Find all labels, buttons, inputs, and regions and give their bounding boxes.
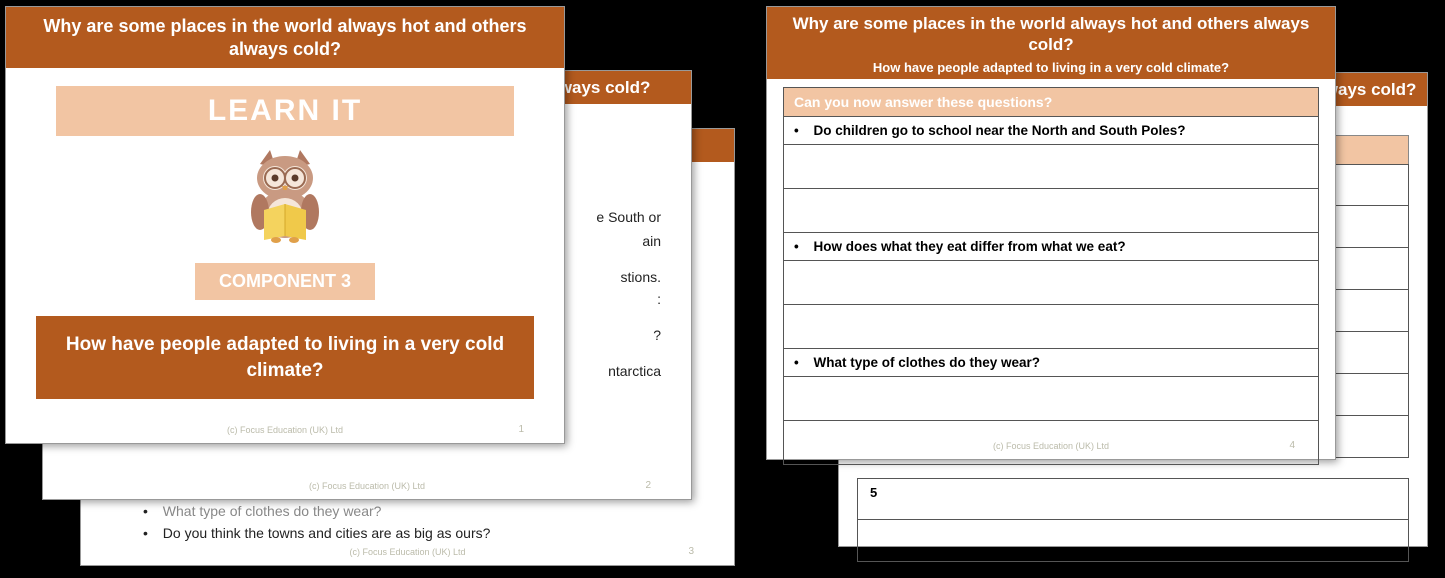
learn-it-label: LEARN IT xyxy=(56,86,514,136)
frag-ain: ain xyxy=(642,233,661,249)
owl-icon xyxy=(230,146,340,246)
slide-3-pagenum: 3 xyxy=(688,546,694,557)
answer-blank xyxy=(784,144,1319,188)
component-label: COMPONENT 3 xyxy=(195,263,375,300)
answer-blank xyxy=(784,260,1319,304)
answer-blank xyxy=(784,304,1319,348)
slide-4-pagenum: 4 xyxy=(1289,440,1295,451)
subtitle-text: How have people adapted to living in a v… xyxy=(873,60,1229,75)
slide-4-footer: (c) Focus Education (UK) Ltd xyxy=(767,441,1335,451)
row-number: 5 xyxy=(870,485,877,500)
table-header: Can you now answer these questions? xyxy=(784,87,1319,116)
bullet-text: Do you think the towns and cities are as… xyxy=(163,525,491,541)
question-text: Do children go to school near the North … xyxy=(814,123,1186,138)
slide-1-pagenum: 1 xyxy=(518,424,524,435)
title-text: Why are some places in the world always … xyxy=(43,16,526,59)
table-row xyxy=(857,520,1409,562)
slide-4-title: Why are some places in the world always … xyxy=(767,7,1335,79)
slide-2-footer: (c) Focus Education (UK) Ltd xyxy=(43,481,691,491)
slide-1: Why are some places in the world always … xyxy=(5,6,565,444)
slide-3-bullet-towns: • Do you think the towns and cities are … xyxy=(143,525,700,541)
slide-1-footer: (c) Focus Education (UK) Ltd xyxy=(6,425,564,435)
question-row-1: • Do children go to school near the Nort… xyxy=(784,116,1319,144)
frag-colon: : xyxy=(657,291,661,307)
frag-stions: stions. xyxy=(621,269,661,285)
table-row-num: 5 xyxy=(857,478,1409,520)
frag-south: e South or xyxy=(596,209,661,225)
frag-ntarctica: ntarctica xyxy=(608,363,661,379)
title-text: Why are some places in the world always … xyxy=(793,14,1310,54)
slide-3-footer: (c) Focus Education (UK) Ltd xyxy=(81,547,734,557)
answer-blank xyxy=(784,188,1319,232)
question-text: How does what they eat differ from what … xyxy=(814,239,1126,254)
frag-q: ? xyxy=(653,327,661,343)
slide-2-pagenum: 2 xyxy=(645,480,651,491)
component-question: How have people adapted to living in a v… xyxy=(36,316,534,399)
answer-blank xyxy=(784,376,1319,420)
owl-illustration xyxy=(6,146,564,251)
bullet-text: What type of clothes do they wear? xyxy=(163,503,382,519)
question-text: What type of clothes do they wear? xyxy=(814,355,1041,370)
slide-3-bullet-clothes: • What type of clothes do they wear? xyxy=(143,503,700,519)
slide-1-title: Why are some places in the world always … xyxy=(6,7,564,68)
question-row-3: • What type of clothes do they wear? xyxy=(784,348,1319,376)
questions-table: Can you now answer these questions? • Do… xyxy=(783,87,1319,465)
slide-4: Why are some places in the world always … xyxy=(766,6,1336,460)
question-row-2: • How does what they eat differ from wha… xyxy=(784,232,1319,260)
slide-4-body: Can you now answer these questions? • Do… xyxy=(767,79,1335,465)
